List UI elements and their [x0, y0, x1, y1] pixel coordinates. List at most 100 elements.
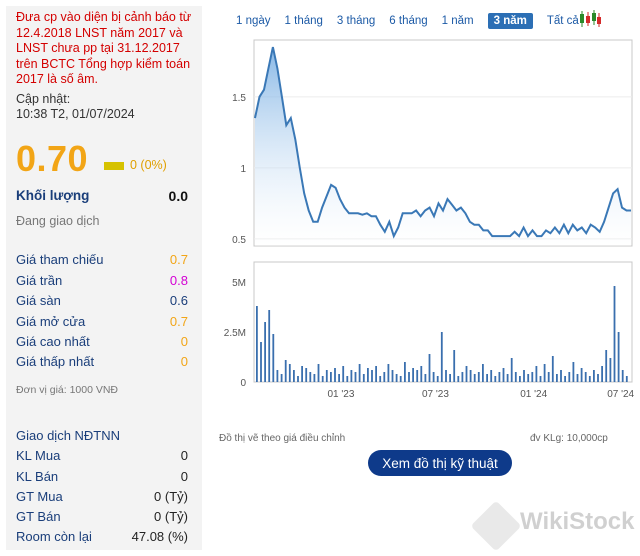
volume-bar	[260, 342, 262, 382]
volume-bar	[617, 332, 620, 382]
foreign-label: KL Mua	[16, 448, 61, 463]
price-volume-chart: 1.5 1 0.5 5M 2.5M 0 01 '23 07 '23 01 '24 07 '24	[224, 39, 635, 400]
price-label: Giá mở cửa	[16, 314, 86, 329]
volume-bar	[391, 370, 394, 382]
price-ytick-label: 0.5	[232, 235, 246, 246]
volume-bar	[568, 372, 571, 382]
xtick-label: 01 '23	[327, 389, 354, 400]
volume-bar	[535, 366, 538, 382]
volume-bar	[334, 368, 336, 382]
volume-bar	[601, 366, 603, 382]
tab-1-year[interactable]: 1 năm	[441, 15, 474, 27]
volume-bar	[408, 372, 410, 382]
volume-bar	[621, 370, 624, 382]
foreign-value: 0	[180, 469, 188, 484]
price-ytick-label: 1.5	[232, 93, 246, 104]
chart-note-adjusted: Đồ thị vẽ theo giá điều chỉnh	[219, 433, 346, 444]
volume-bar	[342, 366, 345, 382]
volume-bar	[313, 374, 316, 382]
volume-bar	[325, 370, 328, 382]
foreign-value: 47.08 (%)	[131, 529, 188, 544]
volume-bar	[588, 376, 591, 382]
price-value: 0.7	[169, 314, 188, 329]
volume-bar	[375, 366, 377, 382]
price-label: Giá cao nhất	[16, 334, 90, 349]
volume-bar	[276, 370, 279, 382]
volume-bar	[580, 368, 583, 382]
tab-1-month[interactable]: 1 tháng	[284, 15, 323, 27]
volume-bar	[461, 372, 464, 382]
price-label: Giá thấp nhất	[16, 354, 95, 369]
price-value: 0	[180, 334, 188, 349]
foreign-value: 0	[180, 448, 188, 463]
volume-bar	[297, 376, 299, 382]
price-row-open: Giá mở cửa 0.7	[16, 314, 188, 329]
volume-bar	[288, 364, 291, 382]
volume-bar	[330, 372, 332, 382]
volume-bar	[453, 350, 456, 382]
tab-1-day[interactable]: 1 ngày	[236, 15, 271, 27]
volume-bar	[457, 376, 460, 382]
volume-bar	[613, 286, 616, 382]
volume-bar	[482, 364, 484, 382]
tab-3-years[interactable]: 3 năm	[487, 13, 533, 29]
stock-info-panel: Đưa cp vào diện bị cảnh báo từ 12.4.2018…	[6, 6, 202, 550]
volume-bar	[527, 374, 530, 382]
unit-note: Đơn vị giá: 1000 VNĐ	[16, 384, 119, 396]
foreign-trading-title: Giao dịch NĐTNN	[16, 428, 121, 443]
tab-3-months[interactable]: 3 tháng	[336, 15, 376, 27]
price-value: 0.6	[169, 293, 188, 308]
technical-chart-button[interactable]: Xem đồ thị kỹ thuật	[368, 450, 512, 476]
price-area-fill	[255, 47, 631, 246]
time-range-tabs: 1 ngày 1 tháng 3 tháng 6 tháng 1 năm 3 n…	[236, 11, 593, 31]
foreign-label: GT Mua	[16, 489, 63, 504]
foreign-value: 0 (Tỷ)	[154, 509, 188, 524]
volume-bar	[514, 372, 517, 382]
volume-bar	[293, 370, 295, 382]
volume-bar	[309, 372, 312, 382]
volume-bar	[412, 368, 414, 382]
volume-bar	[510, 358, 513, 382]
foreign-label: Room còn lại	[16, 529, 92, 544]
price-row-reference: Giá tham chiếu 0.7	[16, 252, 188, 267]
tab-all[interactable]: Tất cả	[546, 15, 579, 27]
volume-bar	[473, 374, 476, 382]
foreign-value: 0 (Tỷ)	[154, 489, 188, 504]
foreign-row: KL Bán 0	[16, 469, 188, 484]
volume-bar	[367, 368, 369, 382]
volume-bar	[395, 374, 398, 382]
wikistock-logo-icon	[472, 502, 520, 550]
update-label: Cập nhật:	[16, 92, 71, 106]
price-row-floor: Giá sàn 0.6	[16, 293, 188, 308]
volume-bar	[432, 372, 435, 382]
volume-bar	[625, 376, 628, 382]
volume-bar	[264, 322, 266, 382]
tab-6-months[interactable]: 6 tháng	[389, 15, 428, 27]
volume-bar	[268, 310, 271, 382]
candlestick-chart-icon[interactable]	[578, 9, 602, 29]
volume-bar	[445, 370, 447, 382]
volume-bar	[358, 364, 361, 382]
price-row-ceiling: Giá trần 0.8	[16, 273, 188, 288]
volume-bar	[502, 368, 505, 382]
price-row-low: Giá thấp nhất 0	[16, 354, 188, 369]
volume-bar	[280, 374, 283, 382]
foreign-label: GT Bán	[16, 509, 61, 524]
watermark-text: WikiStock	[520, 508, 635, 535]
price-change: 0 (0%)	[130, 158, 167, 172]
xtick-label: 01 '24	[520, 389, 547, 400]
volume-bar	[428, 354, 431, 382]
volume-bar	[362, 374, 365, 382]
volume-bar	[597, 374, 599, 382]
volume-bar	[305, 368, 308, 382]
volume-label: Khối lượng	[16, 188, 90, 203]
chart-note-volume-unit: đv KLg: 10,000cp	[530, 433, 608, 444]
volume-bar	[609, 358, 612, 382]
volume-bar	[543, 364, 546, 382]
volume-bar	[420, 366, 423, 382]
price-row-high: Giá cao nhất 0	[16, 334, 188, 349]
volume-bar	[371, 370, 373, 382]
volume-bar	[379, 376, 382, 382]
volume-bar	[424, 374, 427, 382]
price-label: Giá sàn	[16, 293, 61, 308]
